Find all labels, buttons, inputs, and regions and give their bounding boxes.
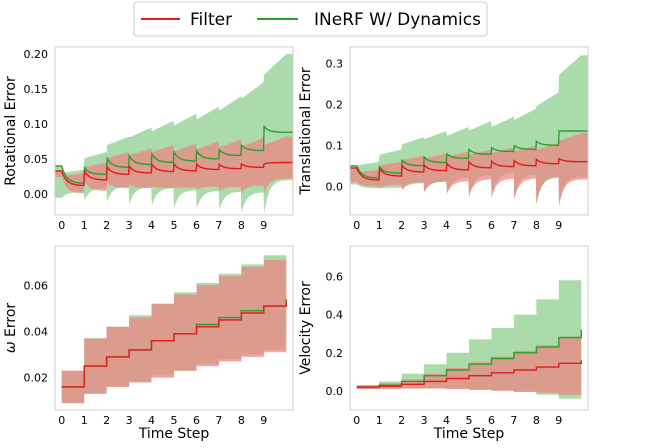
x-tick-label: 3 (126, 414, 133, 427)
y-axis-label: ω Error (3, 303, 19, 354)
x-tick-label: 5 (171, 219, 178, 232)
plot-area (61, 250, 287, 404)
x-tick-label: 5 (466, 414, 473, 427)
x-tick-label: 2 (103, 414, 110, 427)
x-tick-label: 2 (398, 219, 405, 232)
plot-area (356, 259, 582, 401)
x-tick-label: 6 (488, 414, 495, 427)
filter-band (356, 329, 582, 397)
x-axis-label: Time Step (138, 426, 210, 442)
x-tick-label: 3 (126, 219, 133, 232)
chart-panel-2: 0 1 2 3 4 5 6 7 8 9 0.0 0.1 0.2 0.3 Translational Erro… (298, 46, 589, 232)
x-tick-label: 4 (443, 219, 450, 232)
x-tick-label: 6 (193, 219, 200, 232)
x-tick-label: 3 (421, 414, 428, 427)
chart-panel-1: 0 1 2 3 4 5 6 7 8 9 0.00 0.05 0.10 0.15 0.20 Rotational… (3, 46, 294, 232)
x-tick-label: 5 (466, 219, 473, 232)
y-tick-label: 0.0 (326, 180, 344, 193)
x-tick-label: 8 (533, 219, 540, 232)
y-tick-label: 0.6 (326, 271, 344, 284)
x-tick-label: 0 (353, 414, 360, 427)
inerf-band (55, 54, 293, 214)
chart-panel-3: 0 1 2 3 4 5 6 7 8 9 0.02 0.04 0.06 ω Error Time Step (3, 245, 294, 442)
filter-line (356, 360, 582, 388)
x-tick-label: 8 (533, 414, 540, 427)
x-tick-label: 4 (148, 219, 155, 232)
x-axis-label: Time Step (433, 426, 505, 442)
y-tick-label: 0.04 (24, 325, 49, 338)
filter-line (350, 157, 588, 181)
plot-frame (54, 245, 294, 411)
filter-line (55, 161, 293, 187)
x-tick-label: 3 (421, 219, 428, 232)
panels: 0 1 2 3 4 5 6 7 8 90.000.050.100.150.20Rotational… (3, 46, 589, 442)
y-tick-label: 0.2 (326, 347, 344, 360)
x-tick-label: 2 (398, 414, 405, 427)
y-axis-label: Rotational Error (3, 76, 19, 186)
y-axis-label: Velocity Error (298, 281, 314, 375)
y-tick-label: 0.06 (24, 279, 49, 292)
legend-inerf-label: INeRF W/ Dynamics (314, 10, 481, 30)
x-tick-label: 9 (555, 219, 562, 232)
x-tick-label: 9 (260, 219, 267, 232)
plot-area (350, 55, 588, 206)
x-tick-label: 6 (193, 414, 200, 427)
x-tick-label: 5 (171, 414, 178, 427)
x-tick-label: 0 (58, 219, 65, 232)
y-tick-label: 0.1 (326, 139, 344, 152)
y-axis-label: Translational Error (298, 67, 314, 196)
y-tick-label: 0.4 (326, 309, 344, 322)
y-tick-label: 0.2 (326, 98, 344, 111)
x-tick-label: 6 (488, 219, 495, 232)
inerf-line (55, 124, 293, 184)
x-tick-label: 7 (215, 414, 222, 427)
x-tick-label: 9 (555, 414, 562, 427)
plot-frame (54, 46, 294, 216)
x-tick-label: 1 (376, 219, 383, 232)
y-tick-label: 0.00 (24, 188, 49, 201)
x-tick-label: 4 (148, 414, 155, 427)
x-tick-label: 2 (103, 219, 110, 232)
plot-frame (349, 245, 589, 411)
x-tick-label: 7 (510, 219, 517, 232)
x-tick-label: 0 (353, 219, 360, 232)
legend-filter-label: Filter (190, 10, 232, 30)
plot-frame (349, 46, 589, 216)
legend: Filter INeRF W/ Dynamics (133, 1, 488, 37)
x-tick-label: 1 (81, 414, 88, 427)
x-tick-label: 1 (81, 219, 88, 232)
x-tick-label: 8 (238, 414, 245, 427)
y-tick-label: 0.0 (326, 385, 344, 398)
y-tick-label: 0.20 (24, 48, 49, 61)
x-tick-label: 9 (260, 414, 267, 427)
x-tick-label: 7 (215, 219, 222, 232)
y-tick-label: 0.10 (24, 118, 49, 131)
chart-panel-4: 0 1 2 3 4 5 6 7 8 9 0.0 0.2 0.4 0.6 Velocity Error Time… (298, 245, 589, 442)
plot-area (55, 54, 293, 214)
inerf-line (350, 130, 588, 179)
x-tick-label: 7 (510, 414, 517, 427)
x-tick-label: 4 (443, 414, 450, 427)
legend-frame (133, 1, 488, 37)
filter-line (61, 301, 287, 388)
x-tick-label: 0 (58, 414, 65, 427)
filter-band (61, 255, 287, 404)
y-tick-label: 0.05 (24, 153, 49, 166)
y-tick-label: 0.02 (24, 372, 49, 385)
y-tick-label: 0.3 (326, 57, 344, 70)
x-tick-label: 1 (376, 414, 383, 427)
y-tick-label: 0.15 (24, 83, 49, 96)
x-tick-label: 8 (238, 219, 245, 232)
